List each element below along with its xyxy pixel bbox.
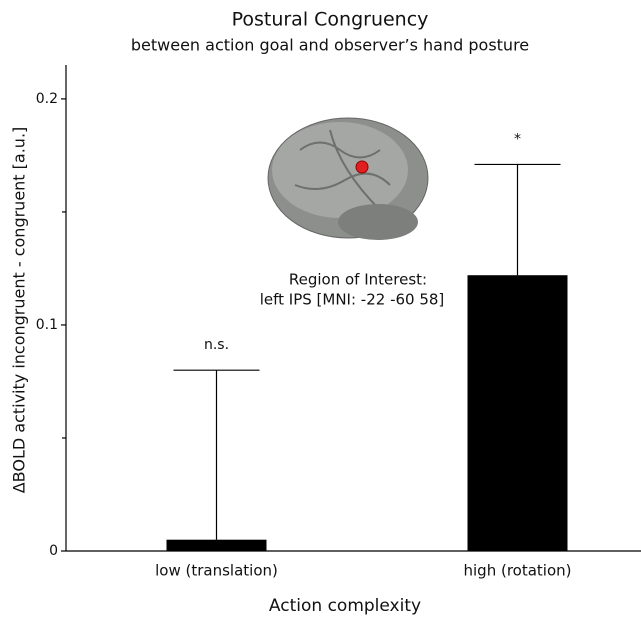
chart: Postural Congruency between action goal … [0, 0, 641, 619]
annotation: Region of Interest: [289, 271, 427, 289]
value-label: n.s. [204, 337, 229, 353]
bar [468, 275, 568, 551]
brain-image [268, 118, 428, 240]
x-tick-label: high (rotation) [464, 562, 572, 580]
x-axis-label: Action complexity [269, 596, 421, 616]
x-tick-label: low (translation) [155, 562, 278, 580]
y-tick-label: 0 [49, 543, 58, 559]
y-axis-label: ΔBOLD activity incongruent - congruent [… [10, 127, 29, 494]
value-label: * [514, 131, 521, 147]
chart-title: Postural Congruency [232, 9, 429, 31]
bar [167, 540, 267, 551]
annotation: left IPS [MNI: -22 -60 58] [260, 291, 445, 309]
y-tick-label: 0.2 [36, 91, 58, 107]
y-tick-label: 0.1 [36, 317, 58, 333]
chart-subtitle: between action goal and observer’s hand … [131, 36, 529, 55]
